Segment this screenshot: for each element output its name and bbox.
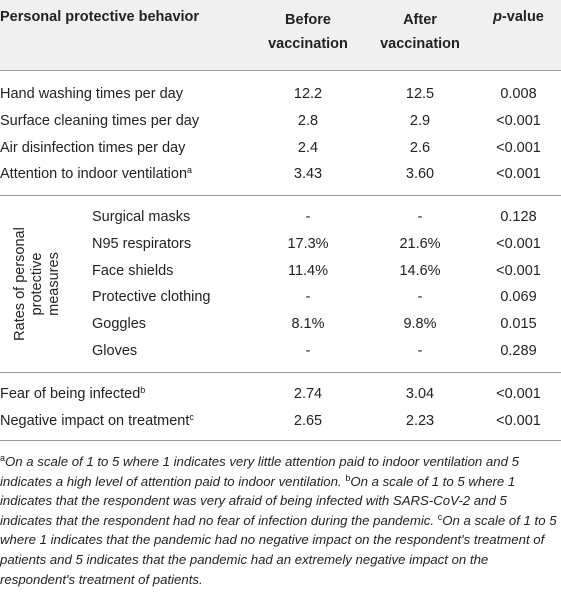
row-before: 2.8 [297,113,319,129]
row-after: 12.5 [405,86,435,102]
row-before: 2.4 [297,140,319,156]
row-before: 8.1% [291,316,325,332]
row-before: 17.3% [287,236,329,252]
header-before: Before vaccination [258,8,358,56]
row-after: 21.6% [399,236,441,252]
rule-table-bottom [0,440,561,441]
row-after: 3.04 [405,386,435,402]
row-label: Surface cleaning times per day [0,113,200,129]
header-after-line1: After [403,12,437,28]
row-pvalue: 0.128 [500,209,537,225]
header-pvalue-p: p [493,9,502,25]
row-label: Attention to indoor ventilationa [0,165,193,183]
row-pvalue: <0.001 [496,236,541,252]
row-after: 2.9 [409,113,431,129]
footnote-c-mark: c [437,511,443,522]
row-after: - [417,289,423,305]
footnote-a-text: On a scale of 1 to 5 where 1 indicates v… [0,454,519,489]
footnote-b-mark: b [345,472,351,483]
row-pvalue: 0.069 [500,289,537,305]
row-pvalue: <0.001 [496,140,541,156]
footnote-a-mark: a [0,453,6,463]
row-label: Gloves [92,343,138,359]
row-before: 3.43 [293,166,323,182]
row-after: 2.23 [405,413,435,429]
row-after: - [417,209,423,225]
group-label: Rates of personal protective measures [12,227,62,341]
row-pvalue: 0.008 [500,86,537,102]
row-before: - [305,209,311,225]
header-before-line2: vaccination [268,36,348,52]
row-after: 14.6% [399,263,441,279]
row-label: N95 respirators [92,236,192,252]
header-pvalue: p-value [476,9,561,26]
header-pvalue-rest: -value [501,9,544,25]
rule-group-top [0,195,561,196]
row-label: Hand washing times per day [0,86,183,102]
table-footnote: aOn a scale of 1 to 5 where 1 indicates … [0,452,558,589]
row-pvalue: <0.001 [496,386,541,402]
header-before-line1: Before [285,12,331,28]
row-before: - [305,289,311,305]
row-before: - [305,343,311,359]
row-after: 2.6 [409,140,431,156]
row-label: Goggles [92,316,147,332]
table-header-background [0,0,561,70]
row-pvalue: 0.289 [500,343,537,359]
row-pvalue: <0.001 [496,413,541,429]
row-label: Face shields [92,263,174,279]
row-before: 2.74 [293,386,323,402]
row-after: 9.8% [403,316,437,332]
row-pvalue: 0.015 [500,316,537,332]
row-after: 3.60 [405,166,435,182]
header-after-line2: vaccination [380,36,460,52]
footnote-c-text: On a scale of 1 to 5 where 1 indicates t… [0,512,557,587]
row-before: 11.4% [287,263,329,279]
rule-header [0,70,561,71]
row-pvalue: <0.001 [496,263,541,279]
row-after: - [417,343,423,359]
row-label: Negative impact on treatmentc [0,412,194,430]
footnote-b-text: On a scale of 1 to 5 where 1 indicates t… [0,473,516,528]
row-label: Fear of being infectedb [0,385,146,403]
row-pvalue: <0.001 [496,166,541,182]
header-after: After vaccination [370,8,470,56]
row-before: 2.65 [293,413,323,429]
row-before: 12.2 [293,86,323,102]
row-label: Protective clothing [92,289,211,305]
row-label: Air disinfection times per day [0,140,186,156]
rule-group-bottom [0,372,561,373]
row-label: Surgical masks [92,209,191,225]
row-pvalue: <0.001 [496,113,541,129]
header-behavior: Personal protective behavior [0,9,200,25]
